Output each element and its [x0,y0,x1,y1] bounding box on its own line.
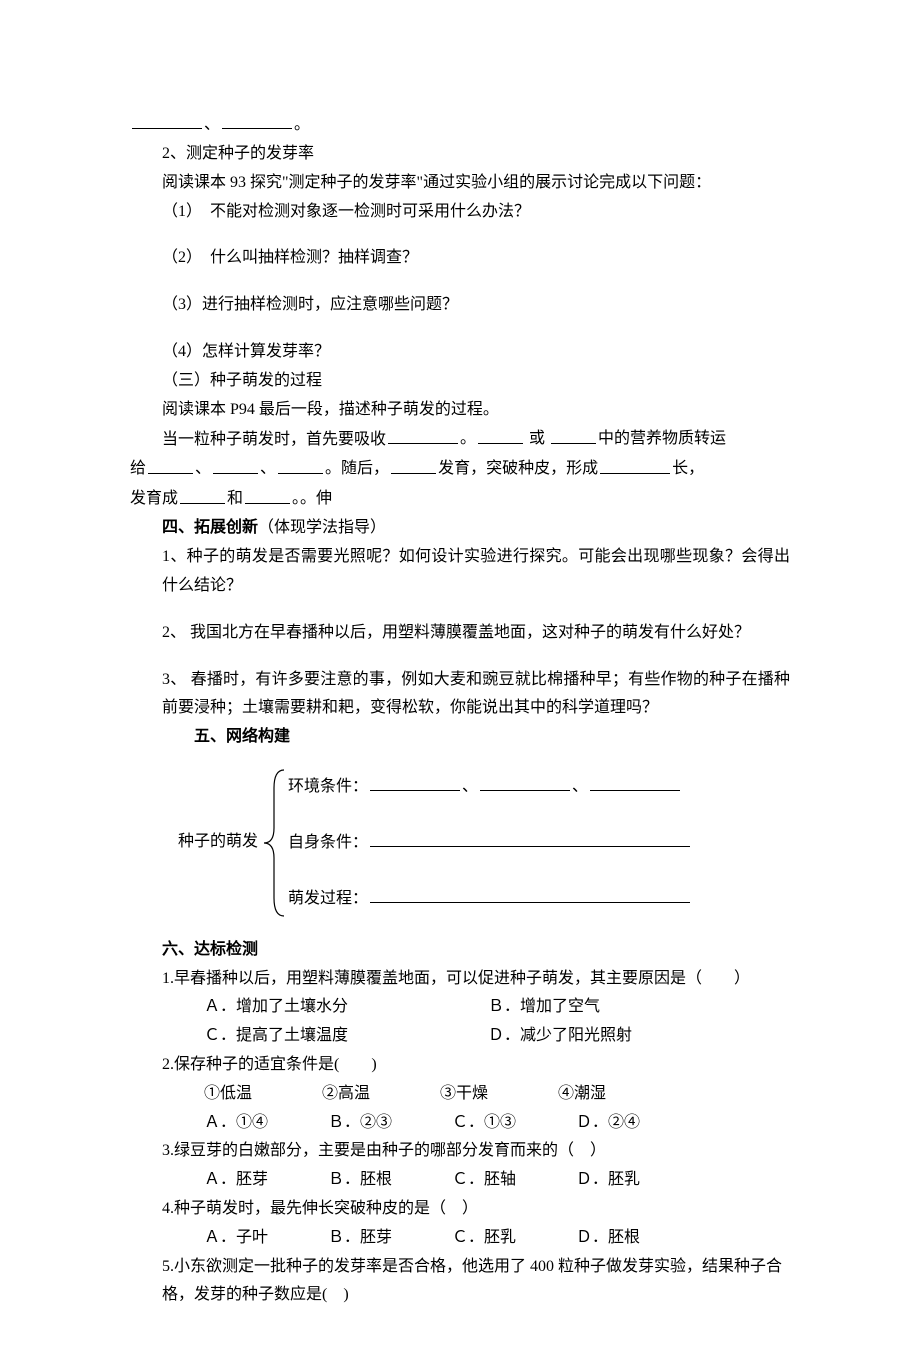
net-r3: 萌发过程： [288,890,368,907]
blank-field[interactable] [180,484,225,503]
q2c[interactable]: Ｃ．①③ [452,1109,516,1138]
s3-fill-line2: 给 、 、 。随后， 发育，突破种皮，形成 长， [130,454,790,484]
network-diagram: 种子的萌发 环境条件： 、 、 自身条件： 萌发过程： [178,762,790,924]
q4-stem: 4.种子萌发时，最先伸长突破种皮的是（ ） [130,1195,790,1224]
blank-field[interactable] [213,454,258,473]
sep-text: 、 [204,116,220,133]
s3-fill-para: 当一粒种子萌发时，首先要吸收 。 或 中的营养物质转运 [130,424,790,454]
q2-o1: ①低温 [204,1080,252,1109]
q4b[interactable]: Ｂ．胚芽 [328,1224,392,1253]
q4d[interactable]: Ｄ．胚根 [576,1224,640,1253]
text: 中的营养物质转运 [598,431,726,448]
sep-text: 。 [294,116,310,133]
intro-tail-line: 、。 [130,110,790,140]
q1d[interactable]: Ｄ．减少了阳光照射 [488,1022,632,1051]
q2-o4: ④潮湿 [558,1080,606,1109]
q2-opts: Ａ．①④ Ｂ．②③ Ｃ．①③ Ｄ．②④ [130,1109,790,1138]
blank-field[interactable] [388,424,458,443]
text: 给 [130,461,146,478]
blank-field[interactable] [132,110,202,129]
q1c[interactable]: Ｃ．提高了土壤温度 [204,1022,348,1051]
sec4-q1: 1、种子的萌发是否需要光照呢？如何设计实验进行探究。可能会出现哪些现象？会得出什… [130,543,790,601]
sep: 、 [462,778,478,795]
text: 。。伸 [292,491,332,508]
q1a[interactable]: Ａ．增加了土壤水分 [204,993,348,1022]
q3-opts: Ａ．胚芽 Ｂ．胚根 Ｃ．胚轴 Ｄ．胚乳 [130,1166,790,1195]
q3-stem: 3.绿豆芽的白嫩部分，主要是由种子的哪部分发育而来的（ ） [130,1137,790,1166]
blank-field[interactable] [551,424,596,443]
q1-stem: 1.早春播种以后，用塑料薄膜覆盖地面，可以促进种子萌发，其主要原因是（ ） [130,965,790,994]
sec6-title: 六、达标检测 [130,936,790,965]
q1-opts-row1: Ａ．增加了土壤水分 Ｂ．增加了空气 [130,993,790,1022]
text: 发育成 [130,491,178,508]
blank-field[interactable] [245,484,290,503]
text: 长， [672,461,704,478]
net-row-process: 萌发过程： [288,884,692,914]
sec4-heading: 四、拓展创新（体现学法指导） [130,514,790,543]
blank-field[interactable] [148,454,193,473]
text: 、 [260,461,276,478]
q2d[interactable]: Ｄ．②④ [576,1109,640,1138]
text: 当一粒种子萌发时，首先要吸收 [130,431,386,448]
q4a[interactable]: Ａ．子叶 [204,1224,268,1253]
blank-field[interactable] [370,772,460,791]
q4c[interactable]: Ｃ．胚乳 [452,1224,516,1253]
q2b[interactable]: Ｂ．②③ [328,1109,392,1138]
s2-intro: 阅读课本 93 探究"测定种子的发芽率"通过实验小组的展示讨论完成以下问题： [130,169,790,198]
sec4-title: 四、拓展创新 [162,519,258,536]
text: 、 [195,461,211,478]
s3-title: （三）种子萌发的过程 [130,367,790,396]
net-row-self: 自身条件： [288,828,692,858]
q3c[interactable]: Ｃ．胚轴 [452,1166,516,1195]
text: 和 [227,491,243,508]
text: 。 [460,431,476,448]
blank-field[interactable] [590,772,680,791]
sec4-note: （体现学法指导） [258,519,386,536]
blank-field[interactable] [480,772,570,791]
sec5-title: 五、网络构建 [130,723,790,752]
s2-q3: （3）进行抽样检测时，应注意哪些问题？ [130,291,790,320]
s3-intro: 阅读课本 P94 最后一段，描述种子萌发的过程。 [130,396,790,425]
net-r1: 环境条件： [288,778,368,795]
blank-field[interactable] [370,884,690,903]
s2-q2: （2） 什么叫抽样检测？抽样调查？ [130,244,790,273]
net-label: 种子的萌发 [178,828,260,857]
sec4-q2: 2、 我国北方在早春播种以后，用塑料薄膜覆盖地面，这对种子的萌发有什么好处？ [130,619,790,648]
q2a[interactable]: Ａ．①④ [204,1109,268,1138]
blank-field[interactable] [222,110,292,129]
s2-q1: （1） 不能对检测对象逐一检测时可采用什么办法？ [130,198,790,227]
blank-field[interactable] [391,454,436,473]
brace-icon [260,768,288,918]
q1b[interactable]: Ｂ．增加了空气 [488,993,600,1022]
blank-field[interactable] [600,454,670,473]
q2-o2: ②高温 [322,1080,370,1109]
net-row-env: 环境条件： 、 、 [288,772,692,802]
blank-field[interactable] [278,454,323,473]
blank-field[interactable] [370,828,690,847]
s2-title: 2、测定种子的发芽率 [130,140,790,169]
blank-field[interactable] [478,424,523,443]
s3-fill-line3: 发育成 和 。。伸 [130,484,790,514]
q3d[interactable]: Ｄ．胚乳 [576,1166,640,1195]
text: 或 [525,431,549,448]
q3a[interactable]: Ａ．胚芽 [204,1166,268,1195]
q2-stem: 2.保存种子的适宜条件是( ) [130,1051,790,1080]
s2-q4: （4）怎样计算发芽率？ [130,338,790,367]
q4-opts: Ａ．子叶 Ｂ．胚芽 Ｃ．胚乳 Ｄ．胚根 [130,1224,790,1253]
q2-o3: ③干燥 [440,1080,488,1109]
q2-given: ①低温 ②高温 ③干燥 ④潮湿 [130,1080,790,1109]
sep: 、 [572,778,588,795]
net-r2: 自身条件： [288,834,368,851]
text: 。随后， [325,461,389,478]
sec4-q3: 3、 春播时，有许多要注意的事，例如大麦和豌豆就比棉播种早；有些作物的种子在播种… [130,666,790,724]
q3b[interactable]: Ｂ．胚根 [328,1166,392,1195]
q1-opts-row2: Ｃ．提高了土壤温度 Ｄ．减少了阳光照射 [130,1022,790,1051]
text: 发育，突破种皮，形成 [438,461,598,478]
